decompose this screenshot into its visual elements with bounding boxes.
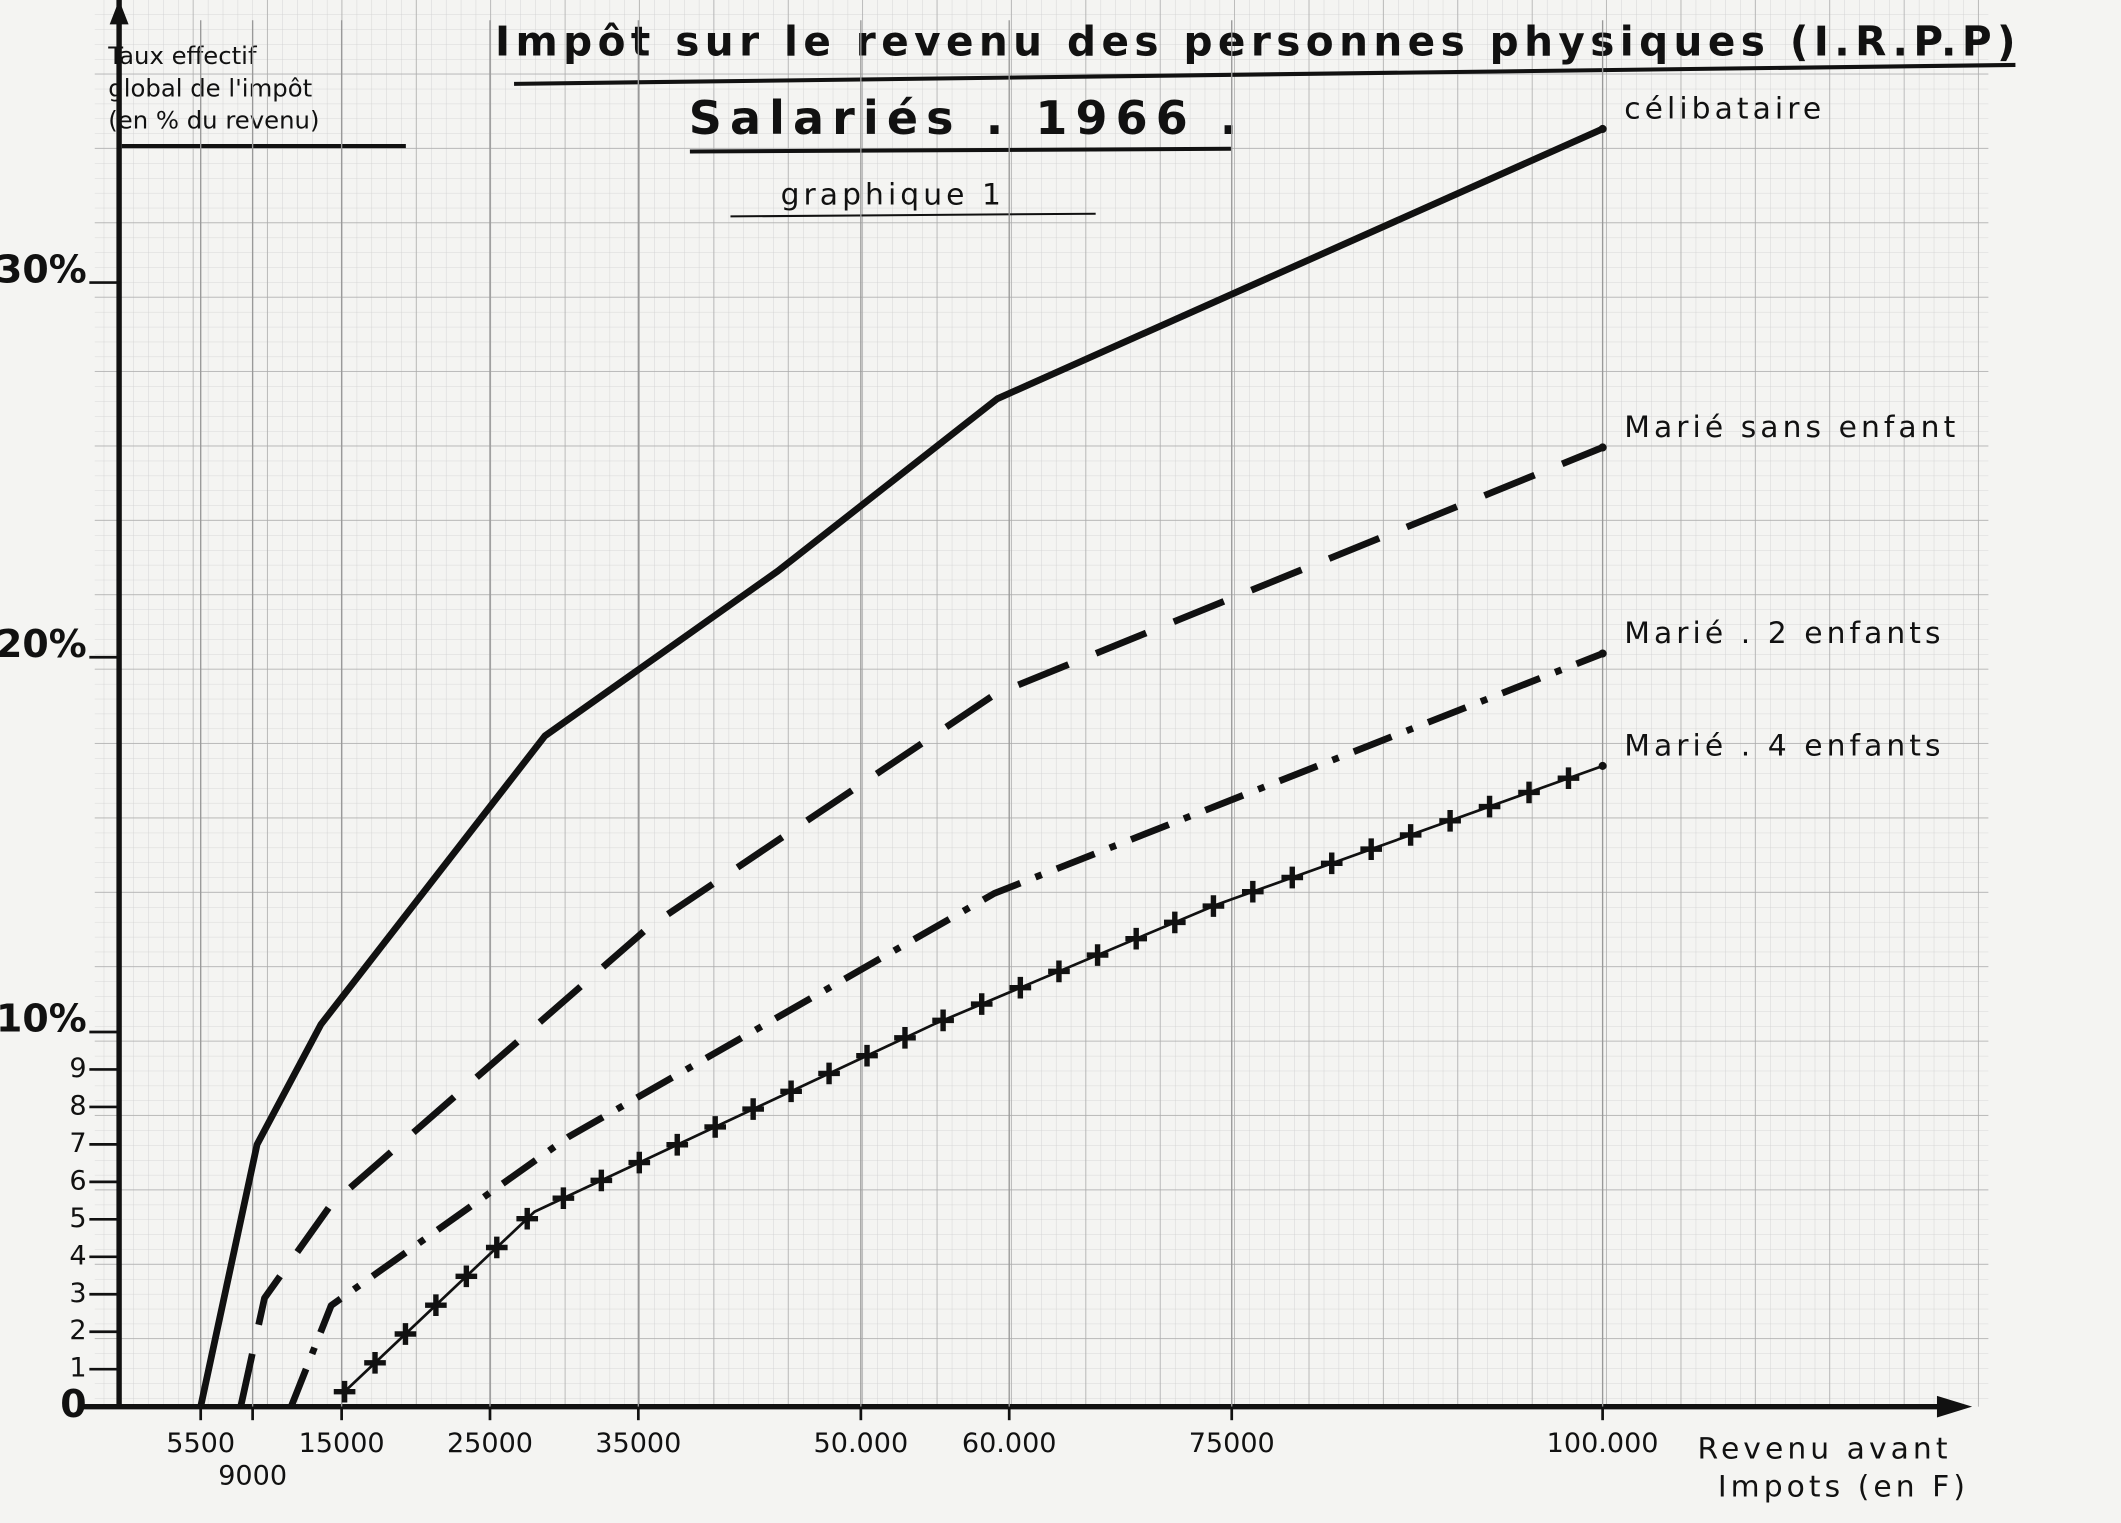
x-axis-label: Revenu avant [1698,1431,1952,1466]
y-tick-label: 7 [69,1128,86,1159]
end-dot [1599,762,1607,770]
x-tick-label: 100.000 [1547,1428,1659,1459]
end-dot [1599,443,1607,451]
series-label: Marié sans enfant [1624,410,1959,445]
y-tick-label: 3 [69,1278,86,1309]
y-axis-label: global de l'impôt [108,73,312,102]
chart-caption: graphique 1 [781,178,1005,213]
y-tick-label: 9 [69,1053,86,1084]
x-tick-label: 60.000 [962,1428,1057,1459]
chart: Impôt sur le revenu des personnes physiq… [0,0,2121,1523]
y-tick-label: 1 [69,1353,86,1384]
series-label: Marié . 2 enfants [1624,616,1944,651]
x-tick-label: 25000 [447,1428,533,1459]
paper-grid [95,0,1989,1407]
x-tick-label: 5500 [166,1428,235,1459]
y-tick-label: 10% [0,997,87,1041]
y-tick-label: 6 [69,1165,86,1196]
subtitle-underline [690,149,1231,152]
chart-title: Impôt sur le revenu des personnes physiq… [495,18,2021,66]
x-tick-label: 35000 [595,1428,681,1459]
chart-subtitle: Salariés . 1966 . [689,91,1246,145]
y-axis-label: (en % du revenu) [108,106,319,135]
y-tick-label: 4 [69,1240,86,1271]
y-tick-label: 2 [69,1315,86,1346]
y-tick-label: 30% [0,247,87,291]
y-tick-label: 5 [69,1203,86,1234]
series-label: Marié . 4 enfants [1624,729,1944,764]
x-tick-label: 9000 [218,1461,287,1492]
end-dot [1599,125,1607,133]
x-axis-label: Impots (en F) [1718,1469,1969,1504]
end-dot [1599,649,1607,657]
series-label: célibataire [1624,92,1825,127]
y-tick-label: 20% [0,622,87,666]
y-tick-label: 8 [69,1090,86,1121]
x-tick-label: 50.000 [814,1428,909,1459]
x-tick-label: 75000 [1189,1428,1275,1459]
y-tick-label: 0 [60,1382,86,1426]
y-axis-label: Taux effectif [107,41,258,70]
x-tick-label: 15000 [299,1428,385,1459]
